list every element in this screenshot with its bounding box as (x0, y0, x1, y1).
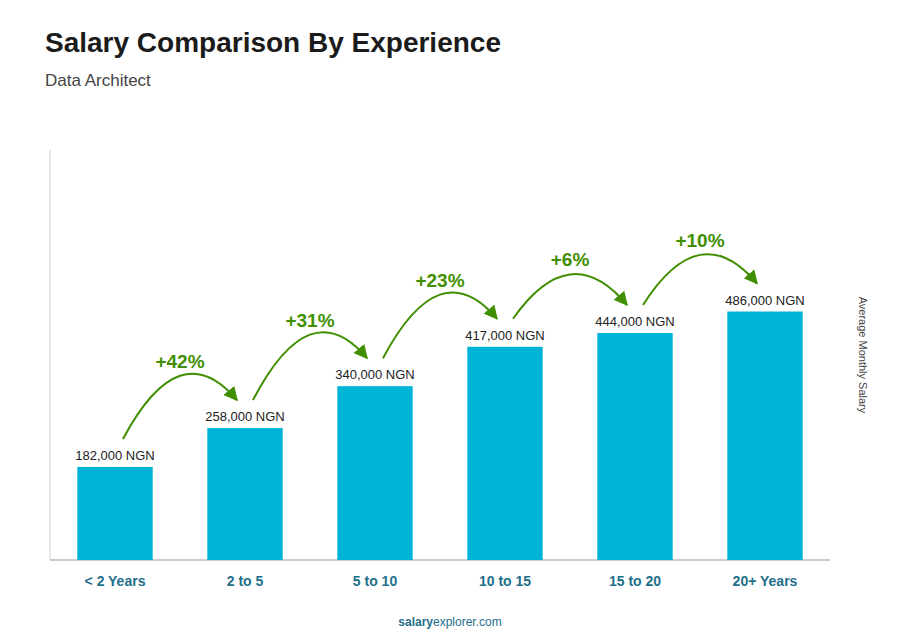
change-annotation: +42% (155, 351, 204, 372)
data-label: 258,000 NGN (205, 409, 285, 424)
title: Salary Comparison By Experience (45, 27, 501, 58)
change-arrow (383, 292, 497, 358)
bar (337, 386, 412, 560)
x-tick-label: 10 to 15 (479, 573, 531, 589)
bar (467, 347, 542, 560)
y-axis-label: Average Monthly Salary (857, 297, 869, 414)
watermark-bold: salary (398, 615, 433, 629)
x-tick-label: 2 to 5 (227, 573, 264, 589)
bars (77, 312, 802, 560)
bar (597, 333, 672, 560)
x-tick-label: < 2 Years (85, 573, 146, 589)
change-arrow (513, 274, 627, 319)
data-label: 182,000 NGN (75, 448, 155, 463)
chart-svg: Salary Comparison By Experience Data Arch… (0, 0, 900, 641)
data-label: 417,000 NGN (465, 328, 545, 343)
chart-container: Salary Comparison By Experience Data Arch… (0, 0, 900, 641)
change-annotation: +6% (551, 249, 590, 270)
change-arrow (643, 254, 757, 305)
x-tick-label: 20+ Years (733, 573, 798, 589)
x-axis-line (50, 560, 830, 561)
change-annotation: +10% (675, 230, 724, 251)
change-arrow (123, 374, 237, 439)
bar (727, 312, 802, 560)
watermark: salaryexplorer.com (398, 615, 501, 629)
data-label: 444,000 NGN (595, 314, 675, 329)
change-annotation: +23% (415, 270, 464, 291)
x-tick-label: 15 to 20 (609, 573, 661, 589)
x-tick-label: 5 to 10 (353, 573, 398, 589)
watermark-normal: explorer.com (433, 615, 502, 629)
y-axis-line (50, 150, 51, 560)
bar (77, 467, 152, 560)
data-label: 340,000 NGN (335, 367, 415, 382)
bar (207, 428, 282, 560)
change-annotation: +31% (285, 310, 334, 331)
subtitle: Data Architect (45, 71, 151, 90)
change-arrow (253, 332, 367, 400)
data-label: 486,000 NGN (725, 293, 805, 308)
